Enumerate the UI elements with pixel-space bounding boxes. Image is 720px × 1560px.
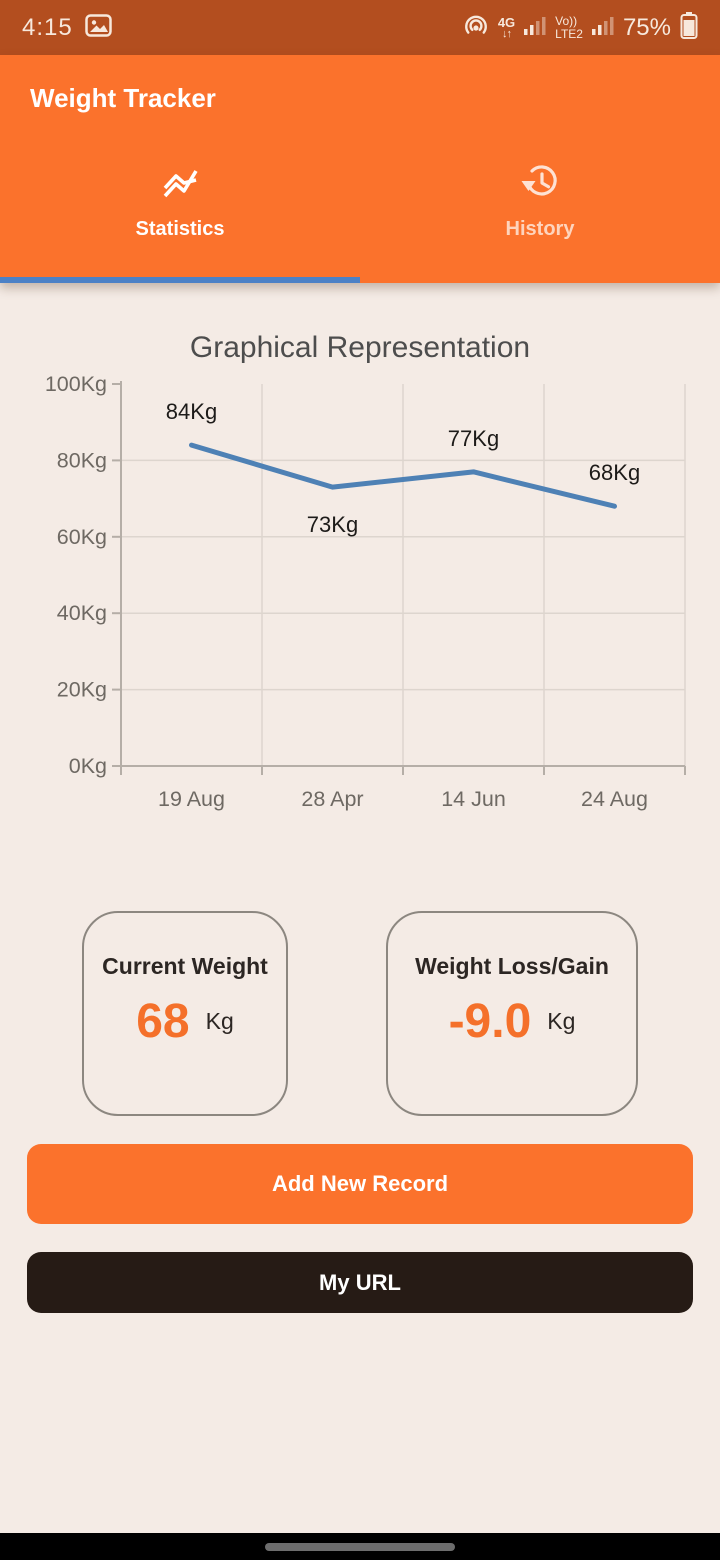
- statistics-panel: Graphical Representation 100Kg 80Kg 60Kg 40…: [0, 283, 720, 1560]
- y-tick-label: 0Kg: [69, 754, 107, 778]
- tab-statistics-label: Statistics: [135, 217, 225, 240]
- battery-percentage: 75%: [622, 13, 671, 41]
- page-title: Weight Tracker: [30, 83, 216, 113]
- data-arrows-icon: ↓↑: [501, 27, 512, 40]
- photo-notification-icon: [84, 13, 112, 42]
- point-label: 77Kg: [448, 426, 499, 451]
- active-tab-indicator: [0, 277, 360, 283]
- clock-time: 4:15: [22, 13, 73, 41]
- history-clock-icon: [517, 161, 563, 205]
- y-tick-label: 60Kg: [57, 525, 107, 549]
- weight-series-line: [189, 442, 617, 509]
- x-tick-label: 19 Aug: [158, 787, 225, 811]
- tab-history-label: History: [505, 217, 575, 240]
- point-label: 84Kg: [166, 399, 217, 424]
- gesture-handle[interactable]: [265, 1542, 455, 1551]
- weight-line-chart: 100Kg 80Kg 60Kg 40Kg 20Kg 0Kg 19 Aug 28 Apr 14 J…: [45, 372, 686, 811]
- current-weight-value: 68: [136, 995, 190, 1048]
- weight-loss-gain-value: -9.0: [448, 995, 532, 1048]
- current-weight-card: Current Weight 68 Kg: [82, 911, 288, 1116]
- app-header: Weight Tracker Statistics History: [0, 55, 720, 283]
- y-tick-label: 20Kg: [57, 678, 107, 702]
- weight-loss-gain-card: Weight Loss/Gain -9.0 Kg: [386, 911, 638, 1116]
- tab-history[interactable]: History: [360, 118, 720, 283]
- status-bar: 4:15 4G ↓↑: [0, 0, 720, 55]
- chart-title: Graphical Representation: [189, 331, 531, 364]
- y-tick-label: 100Kg: [45, 372, 107, 396]
- x-tick-label: 14 Jun: [441, 787, 506, 811]
- hotspot-icon: [463, 13, 489, 42]
- my-url-button[interactable]: My URL: [27, 1252, 693, 1313]
- battery-icon: [680, 11, 698, 44]
- statistics-chart-icon: [157, 161, 203, 205]
- point-label: 73Kg: [307, 512, 358, 537]
- point-label: 68Kg: [589, 460, 640, 485]
- summary-cards: Current Weight 68 Kg Weight Loss/Gain -9…: [0, 911, 720, 1116]
- tab-bar: Statistics History: [0, 118, 720, 283]
- current-weight-label: Current Weight: [102, 953, 268, 979]
- add-new-record-button[interactable]: Add New Record: [27, 1144, 693, 1224]
- current-weight-unit: Kg: [205, 1008, 234, 1034]
- network-type-indicator: 4G ↓↑: [497, 14, 516, 40]
- signal-bars-icon: [524, 15, 546, 40]
- x-tick-label: 28 Apr: [301, 787, 363, 811]
- signal-bars-icon-2: [591, 15, 614, 40]
- tab-statistics[interactable]: Statistics: [0, 118, 360, 283]
- volte-indicator: Vo)) LTE2: [555, 13, 583, 41]
- y-tick-label: 80Kg: [57, 448, 107, 472]
- weight-loss-gain-unit: Kg: [547, 1008, 576, 1034]
- x-tick-label: 24 Aug: [581, 787, 648, 811]
- weight-loss-gain-label: Weight Loss/Gain: [415, 953, 609, 979]
- y-tick-label: 40Kg: [57, 601, 107, 625]
- system-navigation-bar: [0, 1533, 720, 1560]
